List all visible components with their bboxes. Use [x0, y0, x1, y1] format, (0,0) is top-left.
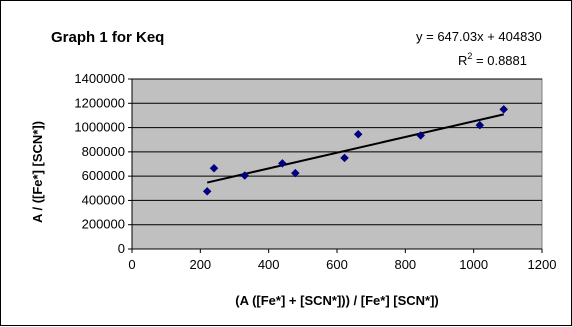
r-squared-exponent: 2: [467, 51, 472, 61]
x-tick-label: 400: [258, 257, 280, 272]
data-point: [340, 153, 349, 163]
x-tick-label: 0: [128, 257, 135, 272]
trendline: [206, 113, 504, 184]
x-tick-label: 200: [189, 257, 211, 272]
data-point: [475, 120, 485, 130]
x-tick-label: 600: [326, 257, 348, 272]
y-axis-title: A / ([Fe*] [SCN*]): [30, 121, 45, 223]
x-tick-label: 800: [394, 257, 416, 272]
data-point: [240, 171, 250, 180]
data-point: [277, 159, 287, 168]
y-tick-label: 600000: [82, 168, 125, 183]
data-point: [290, 168, 300, 178]
data-point: [353, 129, 363, 139]
data-point: [202, 186, 212, 196]
data-point: [209, 163, 219, 173]
r-squared-value: = 0.8881: [472, 53, 527, 68]
y-tick-label: 400000: [82, 192, 125, 207]
data-point: [499, 105, 509, 114]
x-axis-title: (A ([Fe*] + [SCN*])) / [Fe*] [SCN*]): [235, 293, 439, 308]
trendline-equation: y = 647.03x + 404830: [416, 29, 542, 44]
x-tick-label: 1200: [528, 257, 557, 272]
data-point: [416, 131, 426, 140]
y-tick-label: 200000: [82, 217, 125, 232]
plot-area: [131, 78, 543, 250]
x-tick-label: 1000: [459, 257, 488, 272]
y-tick-label: 800000: [82, 144, 125, 159]
r-squared-label: R2 = 0.8881: [458, 51, 527, 68]
r-squared-prefix: R: [458, 53, 467, 68]
y-tick-label: 0: [118, 241, 125, 256]
y-tick-label: 1200000: [74, 95, 125, 110]
y-tick-label: 1400000: [74, 71, 125, 86]
chart-title: Graph 1 for Keq: [51, 29, 164, 46]
plot-area-group: 0 200000 400000 600000 800000 1000000 1200000 1…: [74, 71, 556, 272]
y-tick-label: 1000000: [74, 120, 125, 135]
